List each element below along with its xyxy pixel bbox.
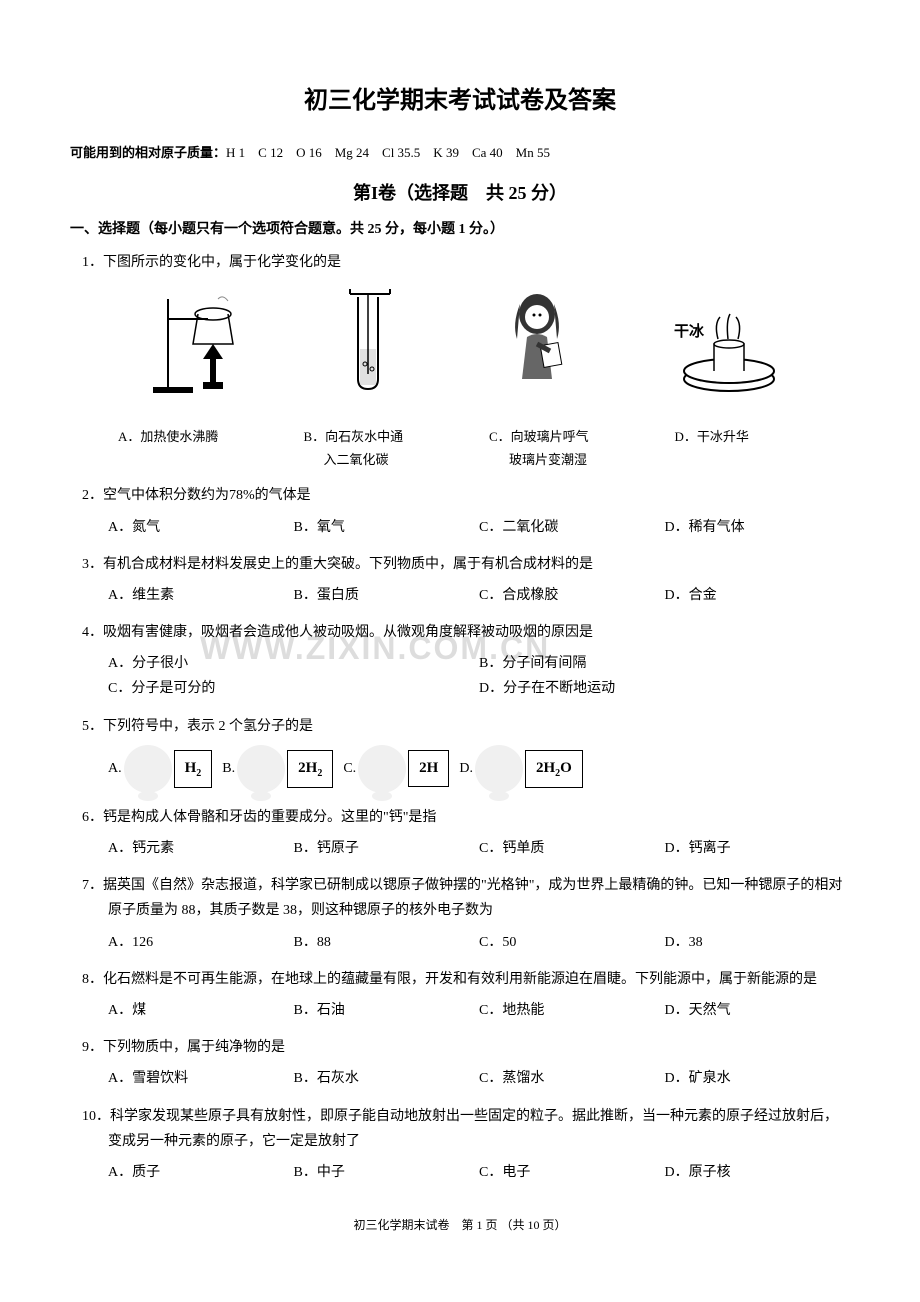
- q3-optB: B．蛋白质: [294, 583, 480, 608]
- q9-stem: 9．下列物质中，属于纯净物的是: [82, 1035, 850, 1060]
- q2-optA: A．氮气: [108, 515, 294, 540]
- q2-optB: B．氧气: [294, 515, 480, 540]
- dry-ice-label: 干冰: [674, 319, 704, 346]
- q5-formula-b: 2H2: [287, 750, 333, 788]
- q5-formula-a: H2: [174, 750, 213, 788]
- section-instructions: 一、选择题（每小题只有一个选项符合题意。共 25 分，每小题 1 分。）: [70, 217, 850, 242]
- q4-optC: C．分子是可分的: [108, 676, 479, 701]
- bubble-icon: [358, 745, 406, 793]
- q8-optA: A．煤: [108, 998, 294, 1023]
- q6-stem: 6．钙是构成人体骨骼和牙齿的重要成分。这里的"钙"是指: [82, 805, 850, 830]
- question-7: 7．据英国《自然》杂志报道，科学家已研制成以锶原子做钟摆的"光格钟"，成为世界上…: [70, 873, 850, 955]
- atomic-mass-values: H 1 C 12 O 16 Mg 24 Cl 35.5 K 39 Ca 40 M…: [226, 145, 550, 160]
- q5-formula-d: 2H2O: [525, 750, 583, 788]
- page-title: 初三化学期末考试试卷及答案: [70, 80, 850, 123]
- question-5: 5．下列符号中，表示 2 个氢分子的是 A. H2 B. 2H2 C. 2H D…: [70, 714, 850, 793]
- q10-optA: A．质子: [108, 1160, 294, 1185]
- q6-optD: D．钙离子: [665, 836, 851, 861]
- q8-optD: D．天然气: [665, 998, 851, 1023]
- q10-optB: B．中子: [294, 1160, 480, 1185]
- q4-stem: 4．吸烟有害健康，吸烟者会造成他人被动吸烟。从微观角度解释被动吸烟的原因是: [82, 620, 850, 645]
- q9-optC: C．蒸馏水: [479, 1066, 665, 1091]
- question-2: 2．空气中体积分数约为78%的气体是 A．氮气 B．氧气 C．二氧化碳 D．稀有…: [70, 483, 850, 539]
- q7-optC: C．50: [479, 930, 665, 955]
- q8-stem: 8．化石燃料是不可再生能源，在地球上的蕴藏量有限，开发和有效利用新能源迫在眉睫。…: [82, 967, 850, 992]
- q6-optB: B．钙原子: [294, 836, 480, 861]
- bubble-icon: [124, 745, 172, 793]
- q9-optD: D．矿泉水: [665, 1066, 851, 1091]
- q1-captions: A．加热使水沸腾 B．向石灰水中通 入二氧化碳 C．向玻璃片呼气 玻璃片变潮湿 …: [82, 425, 850, 472]
- q5-optB: B. 2H2: [222, 745, 333, 793]
- section-header: 第I卷（选择题 共 25 分）: [70, 177, 850, 209]
- question-9: 9．下列物质中，属于纯净物的是 A．雪碧饮料 B．石灰水 C．蒸馏水 D．矿泉水: [70, 1035, 850, 1091]
- q5-formula-c: 2H: [408, 750, 449, 787]
- q2-optD: D．稀有气体: [665, 515, 851, 540]
- question-6: 6．钙是构成人体骨骼和牙齿的重要成分。这里的"钙"是指 A．钙元素 B．钙原子 …: [70, 805, 850, 861]
- q7-stem: 7．据英国《自然》杂志报道，科学家已研制成以锶原子做钟摆的"光格钟"，成为世界上…: [82, 873, 850, 923]
- q1-img-b: [340, 289, 400, 408]
- q7-optA: A．126: [108, 930, 294, 955]
- q10-optC: C．电子: [479, 1160, 665, 1185]
- q5-stem: 5．下列符号中，表示 2 个氢分子的是: [82, 714, 850, 739]
- q8-optC: C．地热能: [479, 998, 665, 1023]
- q7-optB: B．88: [294, 930, 480, 955]
- q3-optD: D．合金: [665, 583, 851, 608]
- q7-optD: D．38: [665, 930, 851, 955]
- q1-images: 干冰: [82, 281, 850, 416]
- question-1: 1．下图所示的变化中，属于化学变化的是: [70, 250, 850, 471]
- q1-optB: B．向石灰水中通 入二氧化碳: [294, 425, 480, 472]
- question-10: 10．科学家发现某些原子具有放射性，即原子能自动地放射出一些固定的粒子。据此推断…: [70, 1104, 850, 1186]
- q1-optC: C．向玻璃片呼气 玻璃片变潮湿: [479, 425, 665, 472]
- q1-stem: 1．下图所示的变化中，属于化学变化的是: [82, 250, 850, 275]
- q6-optC: C．钙单质: [479, 836, 665, 861]
- q4-optD: D．分子在不断地运动: [479, 676, 850, 701]
- q3-optC: C．合成橡胶: [479, 583, 665, 608]
- question-3: 3．有机合成材料是材料发展史上的重大突破。下列物质中，属于有机合成材料的是 A．…: [70, 552, 850, 608]
- q1-optA: A．加热使水沸腾: [108, 425, 294, 472]
- page-footer: 初三化学期末试卷 第 1 页 （共 10 页）: [70, 1215, 850, 1237]
- q5-optA: A. H2: [108, 745, 212, 793]
- q4-optB: B．分子间有间隔: [479, 651, 850, 676]
- bubble-icon: [237, 745, 285, 793]
- question-8: 8．化石燃料是不可再生能源，在地球上的蕴藏量有限，开发和有效利用新能源迫在眉睫。…: [70, 967, 850, 1023]
- question-4: 4．吸烟有害健康，吸烟者会造成他人被动吸烟。从微观角度解释被动吸烟的原因是 A．…: [70, 620, 850, 702]
- q3-optA: A．维生素: [108, 583, 294, 608]
- q8-optB: B．石油: [294, 998, 480, 1023]
- atomic-mass-line: 可能用到的相对原子质量：H 1 C 12 O 16 Mg 24 Cl 35.5 …: [70, 141, 850, 164]
- q6-optA: A．钙元素: [108, 836, 294, 861]
- q5-optC: C. 2H: [343, 745, 449, 793]
- q10-stem: 10．科学家发现某些原子具有放射性，即原子能自动地放射出一些固定的粒子。据此推断…: [82, 1104, 850, 1154]
- q2-stem: 2．空气中体积分数约为78%的气体是: [82, 483, 850, 508]
- q1-img-c: [492, 289, 582, 408]
- q2-optC: C．二氧化碳: [479, 515, 665, 540]
- q1-img-d: 干冰: [674, 309, 784, 408]
- q1-optD: D．干冰升华: [665, 425, 851, 472]
- atomic-mass-label: 可能用到的相对原子质量：: [70, 145, 226, 160]
- q9-optB: B．石灰水: [294, 1066, 480, 1091]
- q3-stem: 3．有机合成材料是材料发展史上的重大突破。下列物质中，属于有机合成材料的是: [82, 552, 850, 577]
- q4-optA: A．分子很小: [108, 651, 479, 676]
- q10-optD: D．原子核: [665, 1160, 851, 1185]
- q9-optA: A．雪碧饮料: [108, 1066, 294, 1091]
- bubble-icon: [475, 745, 523, 793]
- q5-optD: D. 2H2O: [459, 745, 582, 793]
- q1-img-a: [148, 289, 248, 408]
